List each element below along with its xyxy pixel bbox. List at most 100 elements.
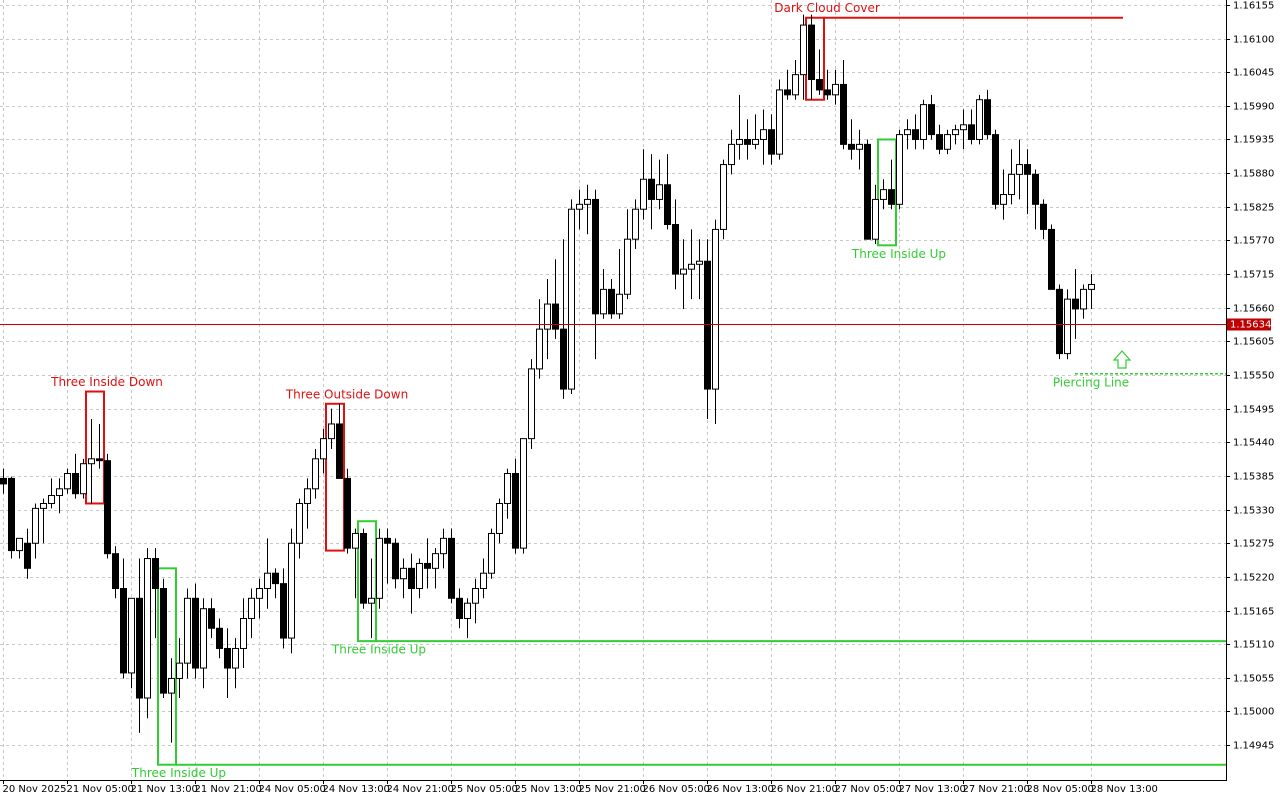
y-tick-label: 1.15660 [1233, 304, 1274, 315]
candle-body [480, 572, 487, 590]
candle-body [792, 74, 799, 96]
candle-body [904, 129, 911, 136]
candle-body [544, 303, 551, 330]
y-tick-label: 1.15275 [1233, 539, 1274, 550]
pattern-label: Three Inside Down [50, 375, 163, 389]
candle-body [216, 627, 223, 649]
candle-body [464, 602, 471, 619]
candle-body [1016, 164, 1023, 175]
candle-body [736, 138, 743, 145]
candle-body [664, 184, 671, 226]
candle-body [144, 558, 151, 699]
candle-body [656, 184, 663, 200]
patterns: Three Inside Down Three Inside Up Three Ou… [50, 1, 1226, 780]
candle-body [824, 89, 831, 96]
pattern-label: Three Inside Up [331, 643, 426, 657]
pattern-label: Three Inside Up [851, 247, 946, 261]
candle-body [256, 588, 263, 599]
y-tick-label: 1.15055 [1233, 674, 1274, 685]
candle-body [272, 572, 279, 585]
y-tick-label: 1.16045 [1233, 68, 1274, 79]
candle-body [1000, 194, 1007, 205]
candle-body [1080, 288, 1087, 310]
candle-body [632, 208, 639, 240]
candle-body [200, 608, 207, 669]
candle-body [456, 597, 463, 619]
candle-body [816, 79, 823, 91]
candle-body [80, 463, 87, 495]
x-tick-label: 28 Nov 05:00 [1027, 784, 1094, 795]
candle-body [920, 104, 927, 140]
signal-arrow [1112, 350, 1132, 369]
candle-body [776, 89, 783, 155]
bid-label-box [1227, 318, 1271, 331]
candle-body [248, 597, 255, 619]
candle-body [624, 238, 631, 295]
y-tick-label: 1.16155 [1233, 1, 1274, 12]
candle-body [104, 460, 111, 555]
candle-body [224, 647, 231, 669]
candle-body [472, 588, 479, 604]
candle-body [408, 567, 415, 590]
candle-body [280, 583, 287, 639]
candle-body [416, 562, 423, 590]
x-tick-label: 28 Nov 13:00 [1091, 784, 1158, 795]
candle-body [96, 458, 103, 462]
candle-body [240, 617, 247, 649]
candle-body [752, 138, 759, 145]
candle-body [808, 24, 815, 81]
candle-body [288, 542, 295, 639]
y-tick-label: 1.15550 [1233, 371, 1274, 382]
candle-body [560, 328, 567, 390]
pattern-label: Dark Cloud Cover [774, 1, 880, 15]
candle-body [1032, 173, 1039, 205]
candle-body [320, 438, 327, 460]
candle-body [760, 129, 767, 140]
y-tick-label: 1.15990 [1233, 102, 1274, 113]
y-tick-label: 1.15605 [1233, 337, 1274, 348]
x-tick-label: 20 Nov 2025 [3, 784, 67, 795]
y-tick-label: 1.15495 [1233, 405, 1274, 416]
candle-body [848, 143, 855, 150]
candle-body [168, 677, 175, 694]
candle-body [368, 597, 375, 604]
candle-body [152, 558, 159, 590]
candle-body [296, 502, 303, 544]
x-tick-label: 24 Nov 21:00 [387, 784, 454, 795]
pattern-label: Piercing Line [1053, 375, 1129, 389]
candle-body [208, 608, 215, 629]
y-tick-label: 1.15440 [1233, 438, 1274, 449]
candle-body [872, 198, 879, 240]
candle-body [360, 532, 367, 604]
x-tick-label: 27 Nov 13:00 [899, 784, 966, 795]
candle-body [680, 268, 687, 275]
candle-body [960, 124, 967, 131]
candle-body [984, 99, 991, 136]
grid [0, 0, 1226, 780]
candle-body [832, 83, 839, 96]
candle-body [888, 189, 895, 205]
candle-body [424, 562, 431, 569]
y-tick-label: 1.15935 [1233, 135, 1274, 146]
y-tick-label: 1.15165 [1233, 607, 1274, 618]
candle-body [488, 532, 495, 574]
x-tick-label: 25 Nov 05:00 [451, 784, 518, 795]
x-tick-label: 25 Nov 13:00 [515, 784, 582, 795]
candle-body [376, 537, 383, 599]
candle-body [136, 597, 143, 699]
y-tick-label: 1.16100 [1233, 35, 1274, 46]
candle-body [72, 473, 79, 495]
x-tick-label: 26 Nov 05:00 [643, 784, 710, 795]
candle-body [128, 597, 135, 674]
candle-body [448, 537, 455, 599]
candle-body [1040, 203, 1047, 230]
y-tick-label: 1.15330 [1233, 506, 1274, 517]
x-tick-label: 21 Nov 21:00 [195, 784, 262, 795]
candle-body [16, 537, 23, 552]
x-tick-label: 27 Nov 05:00 [835, 784, 902, 795]
candle-body [400, 567, 407, 580]
candle-body [800, 24, 807, 76]
x-tick-label: 25 Nov 21:00 [579, 784, 646, 795]
